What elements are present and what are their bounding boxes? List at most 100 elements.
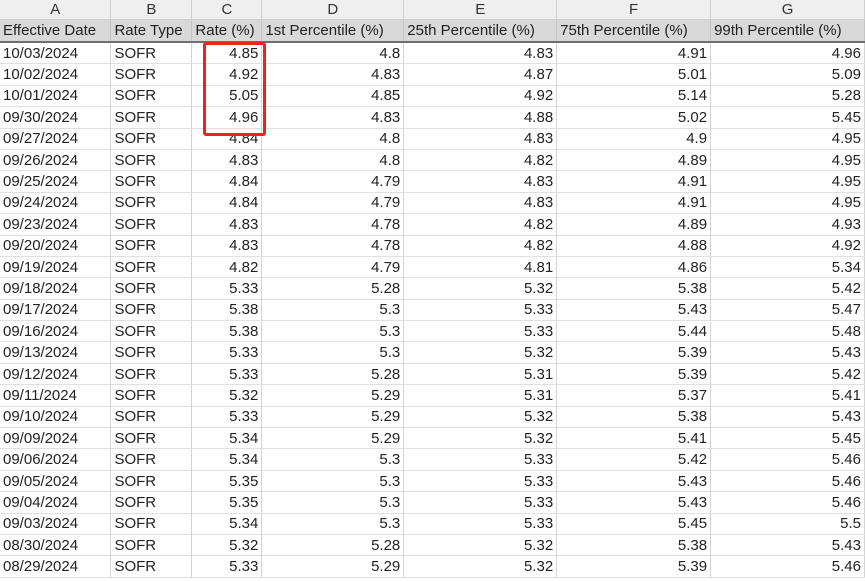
- cell-b[interactable]: SOFR: [110, 106, 193, 129]
- cell-b[interactable]: SOFR: [110, 320, 193, 343]
- cell-c[interactable]: 5.32: [191, 534, 263, 557]
- cell-g[interactable]: 5.43: [710, 534, 865, 557]
- cell-d[interactable]: 5.3: [261, 320, 405, 343]
- cell-f[interactable]: 5.39: [556, 555, 712, 578]
- cell-f[interactable]: 5.38: [556, 406, 712, 429]
- cell-b[interactable]: SOFR: [110, 42, 193, 65]
- cell-g[interactable]: 5.42: [710, 277, 865, 300]
- cell-e[interactable]: 5.32: [403, 406, 558, 429]
- cell-d[interactable]: 5.3: [261, 448, 405, 471]
- cell-e[interactable]: 5.32: [403, 534, 558, 557]
- cell-b[interactable]: SOFR: [110, 555, 193, 578]
- cell-e[interactable]: 4.81: [403, 256, 558, 279]
- cell-a[interactable]: 09/19/2024: [0, 256, 112, 279]
- cell-d[interactable]: 4.8: [261, 128, 405, 150]
- cell-d[interactable]: 5.29: [261, 384, 405, 407]
- cell-d[interactable]: 4.79: [261, 192, 405, 215]
- cell-g[interactable]: 4.95: [710, 170, 865, 193]
- cell-c[interactable]: 5.35: [191, 491, 263, 514]
- cell-d[interactable]: 4.8: [261, 42, 405, 65]
- cell-d[interactable]: 5.3: [261, 299, 405, 322]
- cell-a[interactable]: 09/25/2024: [0, 170, 112, 193]
- cell-c[interactable]: 5.34: [191, 427, 263, 450]
- cell-f[interactable]: 5.44: [556, 320, 712, 343]
- cell-g[interactable]: 5.43: [710, 341, 865, 364]
- cell-g[interactable]: 5.45: [710, 427, 865, 450]
- cell-d[interactable]: 4.8: [261, 149, 405, 172]
- cell-e[interactable]: 4.83: [403, 42, 558, 65]
- cell-d[interactable]: 4.78: [261, 213, 405, 236]
- cell-g[interactable]: 5.48: [710, 320, 865, 343]
- cell-g[interactable]: 4.95: [710, 192, 865, 215]
- cell-c[interactable]: 5.38: [191, 299, 263, 322]
- cell-d[interactable]: 5.29: [261, 555, 405, 578]
- cell-c[interactable]: 4.83: [191, 149, 263, 172]
- cell-c[interactable]: 4.83: [191, 235, 263, 257]
- cell-f[interactable]: 4.86: [556, 256, 712, 279]
- cell-g[interactable]: 5.09: [710, 63, 865, 86]
- cell-d[interactable]: 5.3: [261, 491, 405, 514]
- cell-e[interactable]: 5.33: [403, 513, 558, 535]
- cell-g[interactable]: 5.34: [710, 256, 865, 279]
- cell-a[interactable]: 09/24/2024: [0, 192, 112, 215]
- cell-d[interactable]: 4.78: [261, 235, 405, 257]
- cell-d[interactable]: 4.83: [261, 106, 405, 129]
- cell-e[interactable]: 4.87: [403, 63, 558, 86]
- cell-g[interactable]: 5.46: [710, 448, 865, 471]
- cell-c[interactable]: 4.82: [191, 256, 263, 279]
- column-header-c[interactable]: C: [191, 0, 263, 20]
- cell-a[interactable]: 09/16/2024: [0, 320, 112, 343]
- cell-f[interactable]: 5.14: [556, 85, 712, 108]
- cell-b[interactable]: SOFR: [110, 170, 193, 193]
- cell-e[interactable]: 5.31: [403, 363, 558, 386]
- cell-g[interactable]: 4.95: [710, 149, 865, 172]
- cell-b[interactable]: SOFR: [110, 85, 193, 108]
- cell-f[interactable]: 5.38: [556, 534, 712, 557]
- header-cell[interactable]: Effective Date: [0, 19, 112, 43]
- cell-b[interactable]: SOFR: [110, 384, 193, 407]
- cell-f[interactable]: 5.38: [556, 277, 712, 300]
- cell-g[interactable]: 5.41: [710, 384, 865, 407]
- cell-f[interactable]: 5.45: [556, 513, 712, 535]
- cell-e[interactable]: 4.83: [403, 128, 558, 150]
- cell-d[interactable]: 4.83: [261, 63, 405, 86]
- cell-f[interactable]: 4.91: [556, 42, 712, 65]
- cell-d[interactable]: 5.3: [261, 341, 405, 364]
- cell-c[interactable]: 5.33: [191, 277, 263, 300]
- cell-d[interactable]: 5.29: [261, 406, 405, 429]
- cell-a[interactable]: 09/30/2024: [0, 106, 112, 129]
- cell-d[interactable]: 4.79: [261, 170, 405, 193]
- cell-c[interactable]: 5.38: [191, 320, 263, 343]
- cell-d[interactable]: 5.28: [261, 534, 405, 557]
- column-header-e[interactable]: E: [403, 0, 558, 20]
- cell-d[interactable]: 4.79: [261, 256, 405, 279]
- cell-e[interactable]: 5.33: [403, 320, 558, 343]
- cell-a[interactable]: 10/02/2024: [0, 63, 112, 86]
- cell-c[interactable]: 4.92: [191, 63, 263, 86]
- cell-d[interactable]: 5.3: [261, 470, 405, 493]
- cell-b[interactable]: SOFR: [110, 149, 193, 172]
- column-header-d[interactable]: D: [261, 0, 405, 20]
- cell-b[interactable]: SOFR: [110, 128, 193, 150]
- cell-c[interactable]: 5.33: [191, 341, 263, 364]
- cell-f[interactable]: 4.91: [556, 192, 712, 215]
- cell-d[interactable]: 4.85: [261, 85, 405, 108]
- cell-d[interactable]: 5.3: [261, 513, 405, 535]
- cell-g[interactable]: 4.93: [710, 213, 865, 236]
- cell-a[interactable]: 09/09/2024: [0, 427, 112, 450]
- cell-a[interactable]: 09/20/2024: [0, 235, 112, 257]
- cell-a[interactable]: 09/05/2024: [0, 470, 112, 493]
- cell-f[interactable]: 5.43: [556, 470, 712, 493]
- cell-b[interactable]: SOFR: [110, 406, 193, 429]
- cell-e[interactable]: 5.32: [403, 427, 558, 450]
- cell-f[interactable]: 5.43: [556, 299, 712, 322]
- cell-f[interactable]: 5.43: [556, 491, 712, 514]
- cell-e[interactable]: 5.32: [403, 341, 558, 364]
- cell-f[interactable]: 4.91: [556, 170, 712, 193]
- cell-a[interactable]: 09/03/2024: [0, 513, 112, 535]
- cell-b[interactable]: SOFR: [110, 235, 193, 257]
- cell-e[interactable]: 4.92: [403, 85, 558, 108]
- cell-e[interactable]: 4.83: [403, 192, 558, 215]
- cell-d[interactable]: 5.28: [261, 363, 405, 386]
- cell-f[interactable]: 5.02: [556, 106, 712, 129]
